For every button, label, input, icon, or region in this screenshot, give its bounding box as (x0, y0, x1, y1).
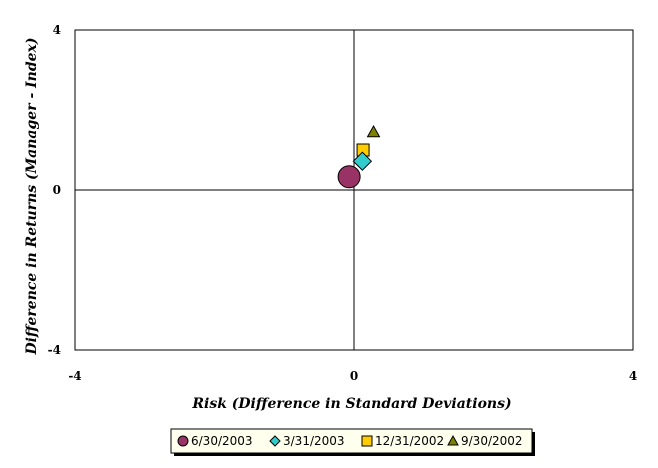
y-tick-label-top: 4 (53, 23, 61, 37)
legend-marker-diamond (269, 435, 281, 447)
legend: 6/30/2003 3/31/2003 12/31/2002 9/30/2002 (170, 428, 535, 456)
legend-marker-triangle (447, 434, 459, 446)
legend-label: 3/31/2003 (283, 434, 345, 448)
legend-box (170, 428, 533, 454)
circle-point (337, 165, 361, 189)
legend-marker-square (361, 435, 373, 447)
y-tick-label-zero: 0 (53, 183, 61, 197)
x-axis-title: Risk (Difference in Standard Deviations) (191, 396, 511, 412)
y-axis-title: Difference in Returns (Manager - Index) (24, 37, 40, 355)
legend-label: 6/30/2003 (191, 434, 253, 448)
triangle-point (366, 124, 381, 138)
legend-label: 12/31/2002 (375, 434, 444, 448)
x-tick-label-right: 4 (629, 369, 637, 383)
legend-items: 6/30/2003 3/31/2003 12/31/2002 9/30/2002 (177, 434, 523, 448)
diamond-point (352, 151, 373, 171)
legend-marker-circle (177, 435, 189, 447)
y-tick-label-bottom: -4 (48, 343, 61, 357)
x-tick-label-zero: 0 (350, 369, 358, 383)
data-points (337, 124, 381, 189)
x-tick-label-left: -4 (68, 369, 81, 383)
legend-label: 9/30/2002 (461, 434, 523, 448)
